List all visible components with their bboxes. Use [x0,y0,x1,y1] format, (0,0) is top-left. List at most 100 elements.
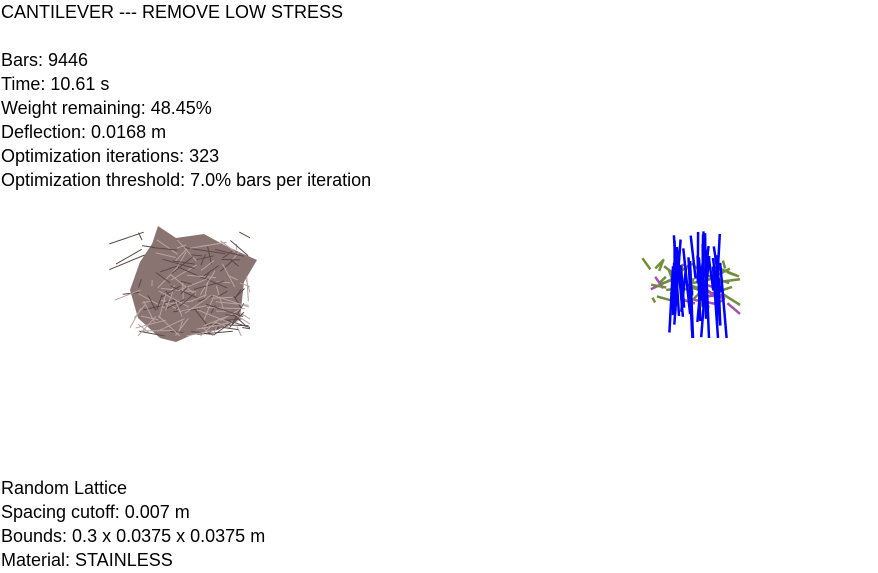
lattice-bar [659,275,667,284]
lattice-bar [184,294,212,314]
lattice-bar [165,291,174,311]
lattice-bar [206,307,245,310]
lattice-type: Random Lattice [1,478,128,498]
lattice-bar [239,231,251,239]
lattice-bar [231,302,245,325]
lattice-bar [193,307,209,328]
lattice-bar [657,259,665,272]
lattice-bar [166,298,185,310]
lattice-bar [200,242,227,247]
lattice-bar [175,251,187,270]
lattice-bar-high-stress [682,248,692,315]
lattice-bar-high-stress [718,262,728,339]
lattice-bar [158,290,190,308]
lattice-bar [212,294,250,308]
lattice-bar [225,314,244,317]
lattice-bar [169,331,184,333]
lattice-bar [193,280,225,290]
lattice-bar-high-stress [697,257,705,307]
lattice-bar [200,320,218,337]
lattice-bar [175,301,183,317]
lattice-bar [222,250,233,259]
spacing-cutoff: Spacing cutoff: 0.007 m [1,502,190,522]
lattice-bar [172,260,195,265]
lattice-bar-high-stress [699,249,710,338]
lattice-bar [204,282,209,298]
lattice-bar [156,239,178,255]
lattice-bar [157,266,179,289]
lattice-bar-high-stress [680,267,688,312]
lattice-bar [651,297,657,304]
lattice-bar [204,272,210,280]
lattice-bar [196,309,229,323]
lattice-model-original [109,226,257,342]
lattice-bar [656,295,673,302]
lattice-bar [216,290,228,298]
lattice-bar [159,299,179,311]
stat-bars: Bars: 9446 [1,50,89,70]
lattice-bar [155,252,176,258]
lattice-bar [650,283,667,289]
lattice-bar [139,330,165,337]
lattice-bar [178,305,207,313]
lattice-bar [140,315,159,321]
lattice-bar [236,326,242,337]
lattice-bar [180,280,193,285]
lattice-bar [200,260,215,271]
lattice-bar [212,296,233,299]
lattice-bar [234,288,242,299]
lattice-bar [155,272,171,284]
material: Material: STAINLESS [1,550,173,570]
lattice-bar [175,317,189,336]
lattice-bar-high-stress [671,262,676,316]
lattice-bar [211,327,218,337]
lattice-bar [232,312,251,325]
lattice-bar [178,278,208,292]
lattice-bar [176,244,187,249]
lattice-bar [202,265,220,278]
lattice-bar [177,239,197,262]
lattice-bar [222,326,239,331]
lattice-bar [187,274,217,279]
bounds: Bounds: 0.3 x 0.0375 x 0.0375 m [1,526,266,546]
lattice-bar [230,259,239,267]
lattice-bar [722,293,741,306]
lattice-bar [716,277,741,284]
lattice-bar [207,246,213,265]
lattice-bar-high-stress [701,231,705,275]
lattice-bar [109,231,144,245]
stat-deflection: Deflection: 0.0168 m [1,122,167,142]
lattice-bar [156,294,163,310]
lattice-bar [721,260,727,269]
lattice-bar-high-stress [672,235,681,316]
lattice-bar [114,289,141,301]
lattice-bar [160,285,181,298]
lattice-model-stress [641,231,741,339]
lattice-bar [138,278,142,288]
stat-threshold: Optimization threshold: 7.0% bars per it… [1,170,372,190]
lattice-bar [242,327,251,330]
lattice-bar [203,313,234,327]
lattice-bar [245,279,251,293]
lattice-bar [200,254,206,266]
lattice-bar-high-stress [687,265,694,296]
lattice-bar [180,286,188,295]
lattice-bar [203,296,215,321]
lattice-bar [137,316,157,337]
lattice-bar [196,323,229,330]
lattice-bar [205,303,242,317]
lattice-bar-high-stress [711,257,720,295]
lattice-bar [160,265,180,273]
lattice-bar [227,275,238,281]
lattice-bar [133,304,146,319]
lattice-bar [182,246,226,255]
lattice-bar [157,318,185,332]
lattice-bar [162,258,195,269]
stat-iterations: Optimization iterations: 323 [1,146,220,166]
lattice-bar [157,315,181,337]
lattice-bar-high-stress [704,267,711,339]
lattice-bar [186,329,216,337]
lattice-bar-high-stress [675,256,683,288]
lattice-bar [239,312,251,320]
lattice-bar [641,257,652,271]
